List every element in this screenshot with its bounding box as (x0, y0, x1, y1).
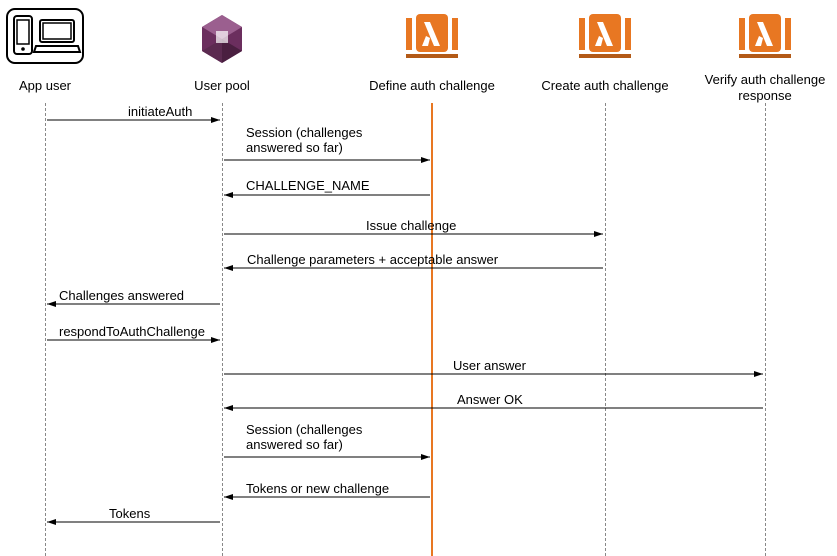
create-auth-lambda-icon (577, 10, 633, 71)
define-auth-lambda-icon (404, 10, 460, 71)
sequence-diagram: App user User pool Define auth challenge… (0, 0, 837, 556)
lifeline-app-user (45, 103, 46, 556)
label-define: Define auth challenge (369, 78, 495, 93)
app-user-icon (6, 8, 84, 69)
label-create: Create auth challenge (541, 78, 668, 93)
message-label: Tokens or new challenge (246, 481, 389, 496)
lifeline-define-active (431, 103, 433, 556)
message-label: Tokens (109, 506, 150, 521)
lifeline-verify (765, 103, 766, 556)
message-label: initiateAuth (128, 104, 192, 119)
message-label: Issue challenge (366, 218, 456, 233)
message-label: Session (challengesanswered so far) (246, 423, 362, 453)
lifeline-user-pool (222, 103, 223, 556)
label-verify: Verify auth challengeresponse (705, 72, 826, 103)
message-label: Session (challengesanswered so far) (246, 126, 362, 156)
lifeline-create (605, 103, 606, 556)
user-pool-icon (195, 12, 249, 71)
message-label: respondToAuthChallenge (59, 324, 205, 339)
message-label: User answer (453, 358, 526, 373)
message-label: Challenge parameters + acceptable answer (247, 252, 498, 267)
label-user-pool: User pool (194, 78, 250, 93)
label-app-user: App user (19, 78, 71, 93)
message-label: CHALLENGE_NAME (246, 178, 370, 193)
message-label: Answer OK (457, 392, 523, 407)
message-label: Challenges answered (59, 288, 184, 303)
verify-auth-lambda-icon (737, 10, 793, 71)
